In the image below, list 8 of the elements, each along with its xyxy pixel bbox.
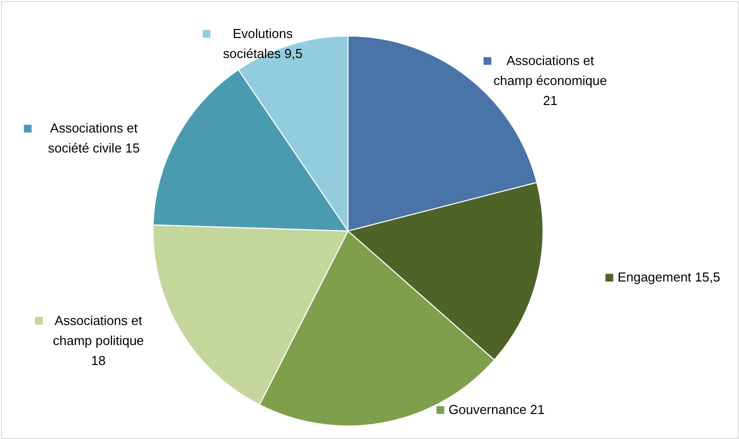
data-label: 18	[91, 352, 106, 368]
legend-label: Associations et société civile 15	[48, 120, 140, 156]
legend-label: Evolutions sociétales 9,5	[222, 26, 302, 61]
legend-label: Engagement 15,5	[618, 270, 720, 285]
legend-label: Associations et champ économique	[494, 52, 607, 88]
legend-label: Gouvernance 21	[448, 402, 545, 417]
data-label: 21	[543, 92, 558, 108]
legend-label: Associations et champ politique	[52, 312, 144, 348]
